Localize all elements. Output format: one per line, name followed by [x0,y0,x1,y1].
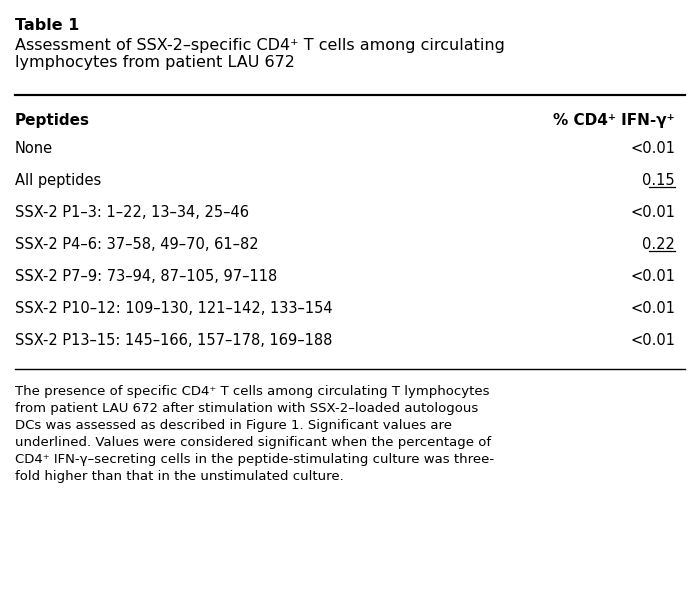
Text: <0.01: <0.01 [630,269,675,284]
Text: from patient LAU 672 after stimulation with SSX-2–loaded autologous: from patient LAU 672 after stimulation w… [15,402,478,415]
Text: <0.01: <0.01 [630,301,675,316]
Text: The presence of specific CD4⁺ T cells among circulating T lymphocytes: The presence of specific CD4⁺ T cells am… [15,385,489,398]
Text: SSX-2 P13–15: 145–166, 157–178, 169–188: SSX-2 P13–15: 145–166, 157–178, 169–188 [15,333,332,348]
Text: <0.01: <0.01 [630,333,675,348]
Text: None: None [15,141,53,156]
Text: All peptides: All peptides [15,173,101,188]
Text: Peptides: Peptides [15,113,90,128]
Text: % CD4⁺ IFN-γ⁺: % CD4⁺ IFN-γ⁺ [554,113,675,128]
Text: SSX-2 P4–6: 37–58, 49–70, 61–82: SSX-2 P4–6: 37–58, 49–70, 61–82 [15,237,258,252]
Text: CD4⁺ IFN-γ–secreting cells in the peptide-stimulating culture was three-: CD4⁺ IFN-γ–secreting cells in the peptid… [15,453,494,466]
Text: underlined. Values were considered significant when the percentage of: underlined. Values were considered signi… [15,436,491,449]
Text: fold higher than that in the unstimulated culture.: fold higher than that in the unstimulate… [15,470,344,483]
Text: 0.15: 0.15 [643,173,675,188]
Text: Assessment of SSX-2–specific CD4⁺ T cells among circulating
lymphocytes from pat: Assessment of SSX-2–specific CD4⁺ T cell… [15,38,505,70]
Text: DCs was assessed as described in Figure 1. Significant values are: DCs was assessed as described in Figure … [15,419,452,432]
Text: 0.22: 0.22 [642,237,675,252]
Text: SSX-2 P10–12: 109–130, 121–142, 133–154: SSX-2 P10–12: 109–130, 121–142, 133–154 [15,301,332,316]
Text: <0.01: <0.01 [630,141,675,156]
Text: SSX-2 P1–3: 1–22, 13–34, 25–46: SSX-2 P1–3: 1–22, 13–34, 25–46 [15,205,249,220]
Text: <0.01: <0.01 [630,205,675,220]
Text: SSX-2 P7–9: 73–94, 87–105, 97–118: SSX-2 P7–9: 73–94, 87–105, 97–118 [15,269,277,284]
Text: Table 1: Table 1 [15,18,79,33]
